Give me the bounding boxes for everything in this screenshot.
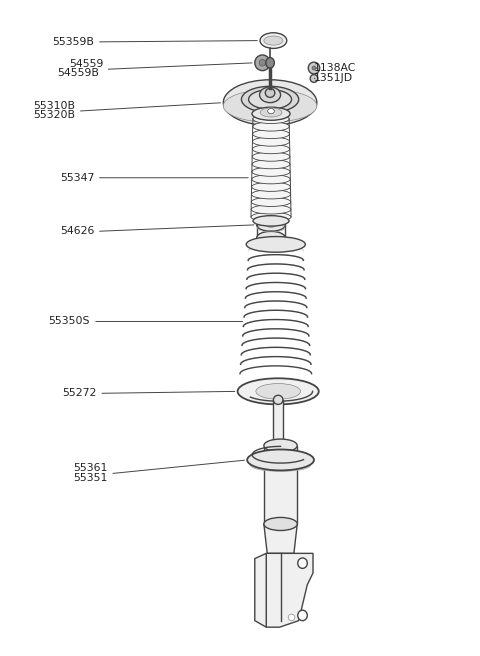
Ellipse shape — [253, 114, 289, 123]
Text: 55351: 55351 — [73, 472, 108, 483]
Text: 54559: 54559 — [70, 59, 104, 69]
Ellipse shape — [274, 396, 283, 405]
Ellipse shape — [241, 87, 299, 112]
Ellipse shape — [266, 58, 275, 68]
Bar — [274, 400, 283, 445]
Ellipse shape — [308, 62, 320, 74]
Ellipse shape — [265, 89, 275, 97]
Ellipse shape — [256, 384, 300, 400]
Ellipse shape — [274, 441, 283, 450]
Ellipse shape — [264, 439, 297, 452]
Ellipse shape — [255, 55, 270, 71]
Text: 54559B: 54559B — [57, 68, 99, 78]
Ellipse shape — [238, 379, 319, 405]
Polygon shape — [266, 554, 313, 627]
Ellipse shape — [255, 240, 287, 249]
Text: 55347: 55347 — [60, 173, 95, 183]
Ellipse shape — [266, 222, 276, 228]
Ellipse shape — [249, 90, 291, 109]
Ellipse shape — [252, 144, 290, 154]
Ellipse shape — [252, 159, 290, 169]
Ellipse shape — [251, 213, 291, 222]
Ellipse shape — [247, 449, 314, 470]
Ellipse shape — [312, 66, 316, 70]
Ellipse shape — [252, 182, 290, 192]
Ellipse shape — [246, 237, 305, 252]
Ellipse shape — [257, 232, 285, 245]
Ellipse shape — [260, 33, 287, 49]
Ellipse shape — [252, 129, 289, 138]
Ellipse shape — [251, 205, 291, 214]
Ellipse shape — [259, 60, 266, 66]
Text: 55350S: 55350S — [48, 316, 90, 327]
Ellipse shape — [252, 190, 290, 199]
Ellipse shape — [288, 614, 295, 621]
Ellipse shape — [260, 108, 282, 117]
Ellipse shape — [253, 216, 289, 226]
Text: 55310B: 55310B — [33, 101, 75, 111]
Text: 55272: 55272 — [62, 388, 97, 398]
Ellipse shape — [251, 459, 311, 472]
Polygon shape — [264, 524, 297, 554]
Ellipse shape — [257, 218, 285, 232]
Bar — [264, 445, 297, 524]
Ellipse shape — [310, 75, 318, 83]
Ellipse shape — [252, 174, 290, 184]
Ellipse shape — [298, 558, 307, 568]
Ellipse shape — [268, 108, 275, 113]
Ellipse shape — [252, 152, 290, 161]
Ellipse shape — [253, 122, 289, 131]
Text: 1351JD: 1351JD — [314, 73, 353, 83]
Text: 55359B: 55359B — [53, 37, 95, 47]
Ellipse shape — [264, 36, 283, 45]
Ellipse shape — [252, 107, 290, 120]
Ellipse shape — [251, 197, 291, 207]
Text: 54626: 54626 — [60, 226, 95, 236]
Text: 1138AC: 1138AC — [314, 63, 356, 73]
Text: 55320B: 55320B — [33, 110, 75, 120]
Polygon shape — [255, 554, 266, 627]
Ellipse shape — [252, 137, 289, 146]
Ellipse shape — [223, 90, 317, 122]
Ellipse shape — [260, 87, 281, 102]
Ellipse shape — [298, 610, 307, 621]
Ellipse shape — [252, 167, 290, 176]
Ellipse shape — [264, 518, 297, 531]
Text: 55361: 55361 — [73, 463, 108, 474]
Ellipse shape — [223, 80, 317, 125]
